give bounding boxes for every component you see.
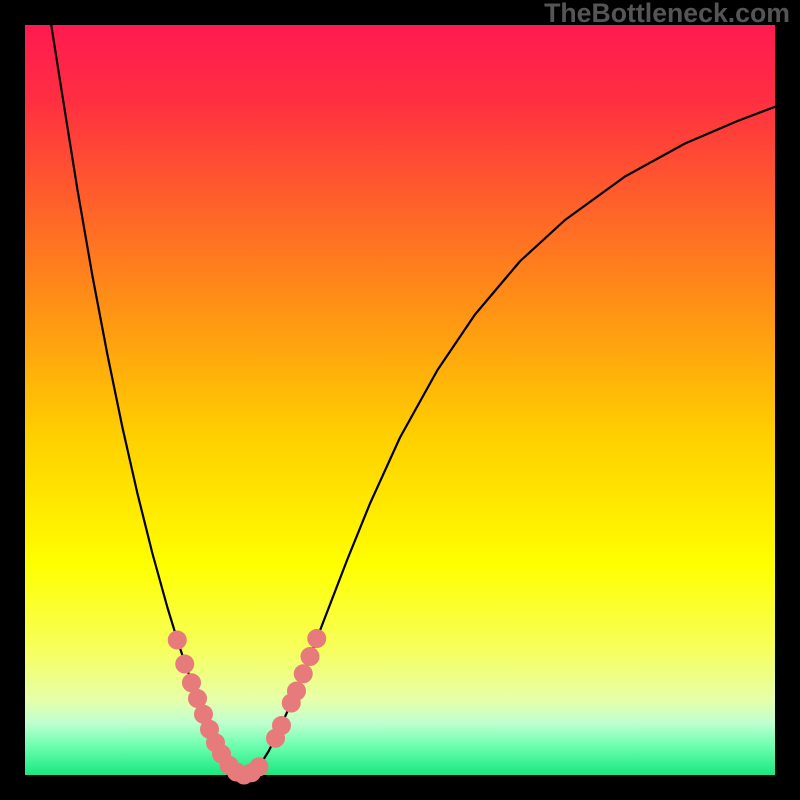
data-marker xyxy=(308,630,326,648)
bottleneck-chart: TheBottleneck.com xyxy=(0,0,800,800)
data-marker xyxy=(294,665,312,683)
data-marker xyxy=(176,655,194,673)
watermark-label: TheBottleneck.com xyxy=(544,0,790,28)
data-marker xyxy=(168,631,186,649)
chart-plot-background xyxy=(25,25,775,775)
data-marker xyxy=(301,648,319,666)
data-marker xyxy=(288,682,306,700)
data-marker xyxy=(273,717,291,735)
data-marker xyxy=(250,758,268,776)
